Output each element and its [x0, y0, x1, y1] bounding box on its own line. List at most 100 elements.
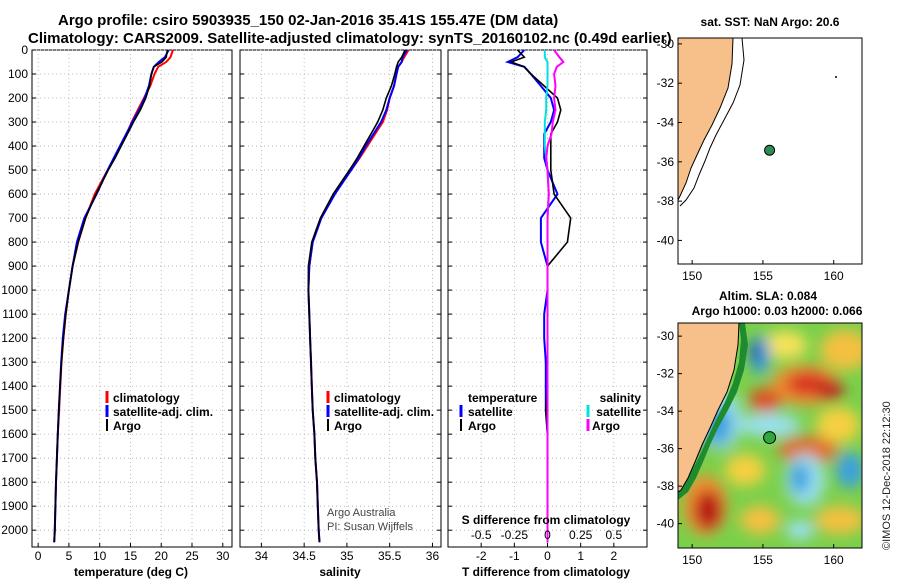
figure-title-line1: Argo profile: csiro 5903935_150 02-Jan-2… [58, 12, 559, 29]
salinity-ticks: 34 34.5 35 35.5 36 [240, 49, 441, 563]
depth-tick-label: 1300 [1, 355, 28, 369]
x-tick-label: 35.5 [378, 549, 402, 563]
map-y-tick-label: -32 [657, 367, 675, 381]
temperature-ticks: 0 5 10 15 20 25 30 [32, 49, 232, 563]
credit-line1: Argo Australia [327, 507, 396, 519]
temperature-xlabel: temperature (deg C) [74, 565, 188, 579]
s-difference-label: S difference from climatology [462, 513, 631, 527]
x-tick-label: 36 [426, 549, 440, 563]
sst-shelf-contour [679, 38, 745, 207]
depth-tick-label: 0 [21, 43, 28, 57]
series-line-argo [307, 49, 406, 543]
salinity-legend: climatology satellite-adj. clim. Argo Ar… [326, 391, 434, 533]
sla-map-title: Altim. SLA: 0.084 [719, 289, 817, 303]
map-y-tick-label: -34 [657, 116, 675, 130]
map-x-tick-label: 155 [753, 553, 773, 567]
temperature-legend: climatology satellite-adj. clim. Argo [105, 391, 213, 433]
legend-label-climatology: climatology [113, 391, 180, 405]
depth-tick-label: 900 [8, 259, 28, 273]
depth-tick-label: 2000 [1, 523, 28, 537]
salinity-lines [307, 49, 410, 543]
x-tick-label: 5 [66, 549, 73, 563]
x-tick-label: 0 [35, 549, 42, 563]
x-tick-label: 34 [255, 549, 269, 563]
sst-map-title: sat. SST: NaN Argo: 20.6 [701, 15, 840, 29]
legend-heading-temperature: temperature [468, 391, 538, 405]
depth-tick-label: 400 [8, 139, 28, 153]
depth-tick-label: 1900 [1, 499, 28, 513]
map-y-tick-label: -36 [657, 442, 675, 456]
legend-label-argo: Argo [113, 419, 141, 433]
x2-tick-label: -0.25 [501, 528, 529, 542]
legend-label-satellite: satellite-adj. clim. [113, 405, 213, 419]
difference-legend: temperature satellite Argo salinity sate… [459, 391, 641, 527]
map-x-tick-label: 160 [824, 553, 844, 567]
map-y-tick-label: -34 [657, 404, 675, 418]
x2-tick-label: 0 [544, 528, 551, 542]
temperature-axes-box [31, 49, 233, 548]
series-line-s-argo [545, 49, 565, 543]
map-y-tick-label: -38 [657, 194, 675, 208]
temperature-lines [53, 49, 174, 543]
sst-map-frame [677, 37, 863, 265]
depth-tick-label: 300 [8, 115, 28, 129]
sla-land [678, 323, 740, 493]
x2-tick-label: 0.5 [605, 528, 622, 542]
map-y-tick-label: -30 [657, 37, 675, 51]
salinity-xlabel: salinity [319, 565, 361, 579]
temperature-grid [32, 49, 232, 547]
map-x-tick-label: 160 [824, 269, 844, 283]
x-tick-label: 30 [216, 549, 230, 563]
map-y-tick-label: -36 [657, 155, 675, 169]
watermark: ©IMOS 12-Dec-2018 22:12:30 [881, 401, 893, 550]
series-line-argo [53, 49, 169, 543]
depth-tick-labels: 0 100 200 300 400 500 600 700 800 900 1000 1100 1200… [1, 43, 28, 537]
depth-tick-label: 600 [8, 187, 28, 201]
salinity-grid [240, 49, 441, 547]
x-tick-label: 35 [340, 549, 354, 563]
x-tick-label: 25 [185, 549, 199, 563]
x-tick-label: -1 [509, 549, 520, 563]
sst-argo-location [764, 144, 776, 156]
x2-tick-label: 0.25 [569, 528, 593, 542]
sla-shelf-band [678, 323, 748, 500]
depth-tick-label: 1500 [1, 403, 28, 417]
depth-tick-label: 1200 [1, 331, 28, 345]
depth-tick-label: 100 [8, 67, 28, 81]
difference-panel: -2 -1 0 1 2 -0.5 -0.25 0 0.25 0.5 [447, 49, 648, 563]
salinity-axes-box [239, 49, 442, 548]
map-x-tick-label: 150 [682, 553, 702, 567]
map-y-tick-label: -32 [657, 76, 675, 90]
sst-island [835, 76, 837, 78]
map-y-tick-label: -30 [657, 329, 675, 343]
depth-tick-label: 200 [8, 91, 28, 105]
depth-tick-label: 800 [8, 235, 28, 249]
difference-xlabel: T difference from climatology [462, 565, 630, 579]
map-y-tick-label: -40 [657, 233, 675, 247]
sla-argo-location [763, 431, 777, 445]
x-tick-label: 10 [93, 549, 107, 563]
sst-land [678, 38, 734, 201]
depth-tick-label: 500 [8, 163, 28, 177]
depth-tick-label: 1400 [1, 379, 28, 393]
difference-lines [504, 49, 572, 543]
sla-map-frame [677, 322, 863, 549]
x2-tick-label: -0.5 [471, 528, 492, 542]
x-tick-label: 0 [544, 549, 551, 563]
depth-tick-label: 1600 [1, 427, 28, 441]
x-tick-label: -2 [476, 549, 487, 563]
sst-map-ticks: 150 155 160 -30 -32 -34 -36 -38 -40 [657, 37, 844, 283]
legend-label-argo: Argo [334, 419, 362, 433]
map-x-tick-label: 150 [682, 269, 702, 283]
map-y-tick-label: -40 [657, 517, 675, 531]
x-tick-label: 15 [124, 549, 138, 563]
legend-label-s-satellite: satellite [596, 405, 641, 419]
x-tick-label: 2 [610, 549, 617, 563]
depth-tick-label: 1100 [2, 307, 28, 321]
x-tick-label: 1 [577, 549, 584, 563]
depth-tick-label: 1700 [1, 451, 28, 465]
map-x-tick-label: 155 [753, 269, 773, 283]
sla-map: Altim. SLA: 0.084 Argo h1000: 0.03 h2000… [657, 289, 863, 567]
difference-ticks: -2 -1 0 1 2 -0.5 -0.25 0 0.25 0.5 [448, 49, 647, 563]
